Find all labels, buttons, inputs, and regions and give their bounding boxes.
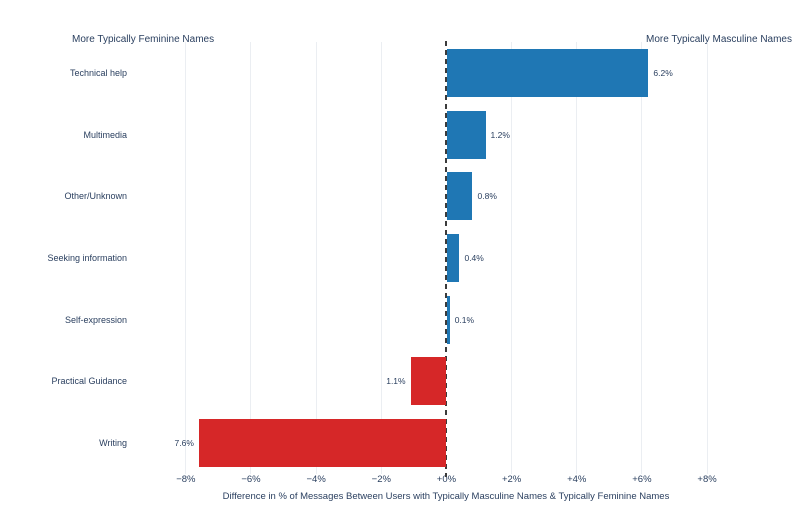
category-label: Multimedia: [83, 129, 127, 140]
bar: [447, 48, 649, 97]
x-tick-label: +2%: [501, 474, 522, 485]
x-tick-label: +4%: [567, 474, 587, 485]
bar-value-label: 1.1%: [386, 376, 406, 387]
gridline: [706, 42, 708, 474]
bar: [447, 234, 460, 282]
bar-value-label: 0.8%: [477, 191, 497, 202]
category-label: Other/Unknown: [64, 191, 127, 202]
category-label: Self-expression: [64, 314, 127, 325]
right-header: More Typically Masculine Names: [646, 34, 792, 45]
bar-value-label: 7.6%: [174, 438, 194, 449]
x-tick-label: +6%: [632, 474, 652, 485]
gridline: [576, 42, 578, 474]
bar-value-label: 0.4%: [464, 253, 484, 263]
x-axis-title: Difference in % of Messages Between User…: [222, 491, 670, 502]
category-label: Technical help: [69, 67, 127, 78]
category-label: Seeking information: [47, 253, 127, 263]
gridline: [250, 42, 252, 474]
left-header: More Typically Feminine Names: [72, 34, 215, 45]
gridline: [511, 42, 513, 474]
x-tick-label: −6%: [241, 474, 261, 485]
gridline: [641, 42, 643, 474]
bar-value-label: 6.2%: [653, 67, 673, 78]
bar: [447, 110, 486, 159]
gridline: [315, 42, 317, 474]
bar: [198, 419, 447, 468]
x-tick-label: −4%: [306, 474, 326, 485]
bar: [447, 172, 473, 221]
category-axis: Technical help Multimedia Other/Unknown See…: [0, 0, 127, 514]
gridline: [185, 42, 187, 474]
x-tick-label: −8%: [176, 474, 196, 485]
bar-value-label: 1.2%: [490, 129, 510, 140]
bar: [447, 295, 450, 344]
x-tick-label: +8%: [697, 474, 717, 485]
x-tick-label: +0%: [436, 474, 457, 485]
plot-area: −8% −6% −4% −2% +0% +2% +4% +6% +8% 6.2% 1.2% 0.8% 0…: [150, 41, 795, 485]
bar-value-label: 0.1%: [454, 314, 475, 325]
zero-line: [445, 41, 448, 477]
x-tick-label: −2%: [371, 474, 391, 485]
bar: [410, 357, 447, 406]
category-label: Practical Guidance: [51, 376, 127, 387]
gridline: [380, 42, 382, 474]
category-label: Writing: [99, 438, 127, 449]
